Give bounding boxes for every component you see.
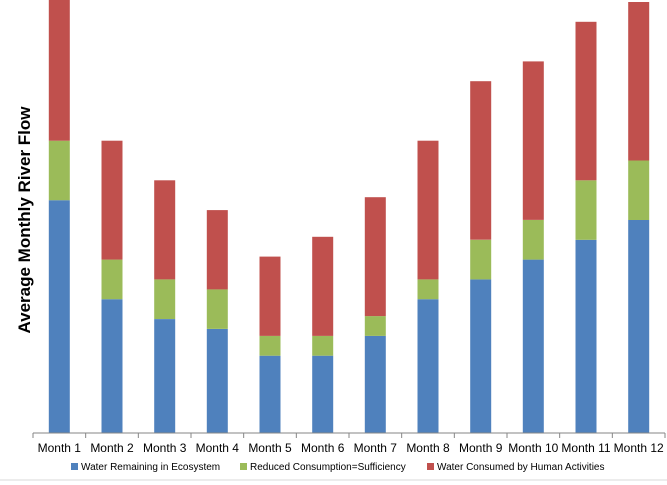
x-tick-label: Month 9 — [459, 441, 503, 455]
bar-month-8-reduced-consumption-sufficiency — [417, 279, 439, 300]
bar-month-5-water-consumed-by-human-activities — [259, 256, 281, 336]
x-tick-label: Month 1 — [38, 441, 82, 455]
x-tick-label: Month 10 — [508, 441, 558, 455]
bar-month-5-water-remaining-in-ecosystem — [259, 355, 281, 433]
legend-swatch-water-consumed-by-human-activities — [427, 463, 434, 470]
bar-month-11-reduced-consumption-sufficiency — [575, 180, 597, 240]
bar-month-10-water-consumed-by-human-activities — [522, 61, 544, 220]
x-tick-label: Month 12 — [614, 441, 664, 455]
bar-month-7-water-remaining-in-ecosystem — [364, 335, 386, 433]
bar-month-2-water-consumed-by-human-activities — [101, 140, 123, 260]
legend-label-reduced-consumption-sufficiency: Reduced Consumption=Sufficiency — [250, 462, 406, 473]
bar-month-4-water-consumed-by-human-activities — [206, 210, 228, 290]
x-tick-label: Month 8 — [406, 441, 450, 455]
bar-month-1-water-consumed-by-human-activities — [48, 0, 70, 141]
x-tick-label: Month 11 — [561, 441, 610, 455]
bar-month-3-water-consumed-by-human-activities — [154, 180, 176, 280]
bar-month-10-reduced-consumption-sufficiency — [522, 220, 544, 260]
x-tick-label: Month 5 — [248, 441, 292, 455]
bar-month-8-water-consumed-by-human-activities — [417, 140, 439, 280]
legend-swatch-reduced-consumption-sufficiency — [240, 463, 247, 470]
x-axis-ticks: Month 1 Month 2 Month 3 Month 4 Month 5 Month… — [32, 433, 666, 455]
bar-month-6-water-remaining-in-ecosystem — [312, 355, 334, 433]
bar-month-8-water-remaining-in-ecosystem — [417, 299, 439, 433]
x-tick-label: Month 2 — [90, 441, 134, 455]
bar-month-10-water-remaining-in-ecosystem — [522, 259, 544, 433]
bar-month-4-water-remaining-in-ecosystem — [206, 329, 228, 433]
bar-month-11-water-consumed-by-human-activities — [575, 21, 597, 181]
bar-month-12-reduced-consumption-sufficiency — [628, 160, 650, 220]
bar-month-6-reduced-consumption-sufficiency — [312, 335, 334, 356]
bar-month-9-water-remaining-in-ecosystem — [470, 279, 492, 433]
x-tick-label: Month 6 — [301, 441, 345, 455]
bar-month-3-water-remaining-in-ecosystem — [154, 319, 176, 433]
bar-month-12-water-remaining-in-ecosystem — [628, 220, 650, 433]
bar-month-2-reduced-consumption-sufficiency — [101, 259, 123, 300]
bar-month-9-water-consumed-by-human-activities — [470, 81, 492, 240]
bar-month-9-reduced-consumption-sufficiency — [470, 239, 492, 280]
x-tick-label: Month 4 — [196, 441, 240, 455]
x-tick-label: Month 3 — [143, 441, 187, 455]
bar-month-11-water-remaining-in-ecosystem — [575, 239, 597, 433]
legend-swatch-water-remaining-in-ecosystem — [71, 463, 78, 470]
bar-month-7-water-consumed-by-human-activities — [364, 197, 386, 317]
bar-month-7-reduced-consumption-sufficiency — [364, 316, 386, 336]
bar-month-2-water-remaining-in-ecosystem — [101, 299, 123, 433]
legend-label-water-remaining-in-ecosystem: Water Remaining in Ecosystem — [81, 462, 220, 473]
bar-month-6-water-consumed-by-human-activities — [312, 236, 334, 336]
bar-month-4-reduced-consumption-sufficiency — [206, 289, 228, 329]
bar-month-5-reduced-consumption-sufficiency — [259, 335, 281, 356]
bar-month-1-reduced-consumption-sufficiency — [48, 140, 70, 201]
bar-month-3-reduced-consumption-sufficiency — [154, 279, 176, 319]
bar-month-12-water-consumed-by-human-activities — [628, 2, 650, 161]
legend: Water Remaining in Ecosystem Reduced Cons… — [71, 462, 604, 473]
bars-group — [48, 0, 650, 433]
y-axis-label: Average Monthly River Flow — [15, 106, 34, 334]
x-tick-label: Month 7 — [354, 441, 398, 455]
legend-label-water-consumed-by-human-activities: Water Consumed by Human Activities — [437, 462, 604, 473]
bar-month-1-water-remaining-in-ecosystem — [48, 200, 70, 433]
